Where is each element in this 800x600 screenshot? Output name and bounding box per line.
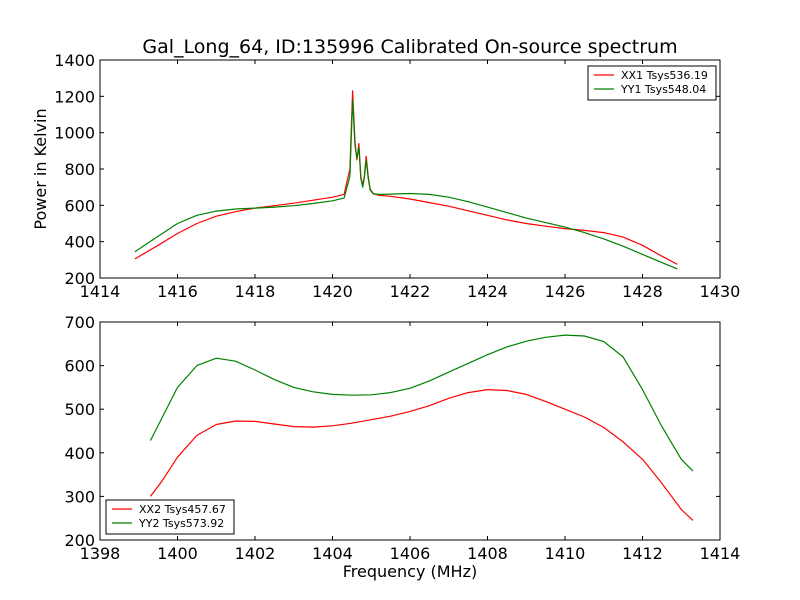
y-tick-label: 200	[64, 531, 95, 550]
legend-box	[587, 65, 717, 101]
y-tick-label: 400	[64, 444, 95, 463]
series-line-1	[149, 389, 694, 521]
x-tick-label: 1404	[312, 544, 353, 563]
y-tick-label: 1200	[54, 87, 95, 106]
x-tick-label: 1426	[545, 282, 586, 301]
x-tick-label: 1406	[390, 544, 431, 563]
y-tick-label: 400	[64, 233, 95, 252]
x-tick-label: 1420	[312, 282, 353, 301]
legend-label-1: XX2 Tsys457.67	[139, 503, 226, 516]
x-tick-label: 1410	[545, 544, 586, 563]
x-axis-label: Frequency (MHz)	[343, 562, 477, 581]
x-tick-label: 1430	[700, 282, 741, 301]
y-tick-label: 700	[64, 313, 95, 332]
y-axis-label: Power in Kelvin	[31, 108, 50, 229]
y-tick-label: 800	[64, 160, 95, 179]
y-tick-label: 600	[64, 196, 95, 215]
legend-label-2: YY2 Tsys573.92	[138, 517, 224, 530]
figure-title: Gal_Long_64, ID:135996 Calibrated On-sou…	[142, 36, 677, 58]
x-tick-label: 1412	[622, 544, 663, 563]
bottom-spectrum-panel: 1398 1400 1402 1404 1406 1408 1410 1412 1414 200 3…	[64, 313, 740, 581]
x-tick-label: 1422	[390, 282, 431, 301]
x-tick-label: 1416	[157, 282, 198, 301]
series-line-2	[134, 99, 678, 270]
y-tick-label: 200	[64, 269, 95, 288]
series-line-2	[149, 334, 694, 472]
x-tick-label: 1424	[467, 282, 508, 301]
legend-label-1: XX1 Tsys536.19	[621, 69, 708, 82]
series-line-1	[134, 90, 678, 265]
x-tick-label: 1400	[157, 544, 198, 563]
x-tick-label: 1428	[622, 282, 663, 301]
legend-label-2: YY1 Tsys548.04	[620, 83, 706, 96]
y-tick-label: 500	[64, 400, 95, 419]
x-tick-label: 1414	[700, 544, 741, 563]
x-tick-label: 1402	[235, 544, 276, 563]
y-tick-label: 1000	[54, 124, 95, 143]
x-tick-label: 1418	[235, 282, 276, 301]
y-tick-label: 600	[64, 357, 95, 376]
y-tick-label: 1400	[54, 51, 95, 70]
legend-box	[105, 499, 235, 535]
x-tick-label: 1398	[80, 544, 121, 563]
x-tick-label: 1408	[467, 544, 508, 563]
top-spectrum-panel: 1414 1416 1418 1420 1422 1424 1426 1428 1430 200 4…	[31, 51, 740, 301]
y-tick-label: 300	[64, 487, 95, 506]
x-tick-label: 1414	[80, 282, 121, 301]
